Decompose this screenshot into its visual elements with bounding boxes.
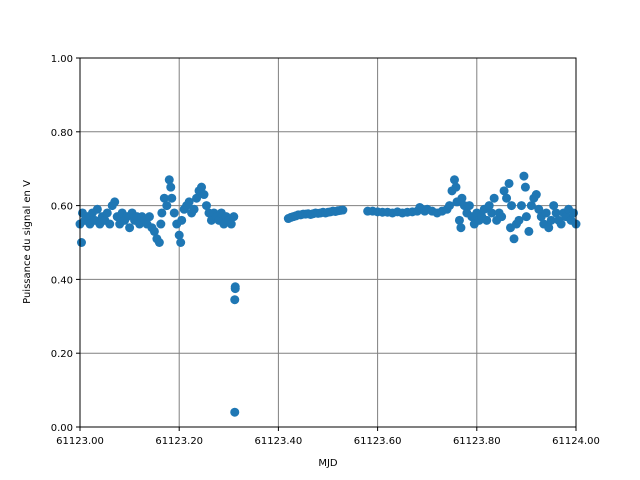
point bbox=[534, 204, 544, 214]
point bbox=[125, 223, 135, 233]
point bbox=[154, 238, 164, 247]
point bbox=[110, 197, 120, 207]
point bbox=[507, 201, 517, 211]
x-tick-label: 61123.80 bbox=[453, 436, 501, 447]
point bbox=[449, 175, 459, 185]
point bbox=[197, 182, 207, 192]
x-axis-label: MJD bbox=[318, 458, 338, 469]
point bbox=[526, 201, 536, 211]
point bbox=[226, 219, 236, 229]
x-tick-label: 61123.60 bbox=[354, 436, 402, 447]
x-tick-label: 61123.00 bbox=[56, 436, 104, 447]
point bbox=[230, 284, 240, 294]
point bbox=[201, 201, 211, 211]
point bbox=[569, 208, 579, 218]
point bbox=[551, 208, 561, 218]
point bbox=[457, 193, 467, 203]
point bbox=[76, 238, 86, 247]
y-axis-label: Puissance du signal en V bbox=[22, 180, 33, 304]
point bbox=[174, 230, 184, 240]
point bbox=[105, 219, 115, 229]
point bbox=[544, 223, 554, 233]
point bbox=[531, 190, 541, 200]
point bbox=[149, 226, 159, 236]
point bbox=[230, 295, 240, 305]
y-tick-label: 0.00 bbox=[51, 423, 73, 434]
point bbox=[520, 182, 530, 192]
point bbox=[456, 223, 466, 233]
point bbox=[521, 212, 531, 222]
plot-frame bbox=[79, 57, 577, 428]
point bbox=[487, 208, 497, 218]
point bbox=[516, 201, 526, 211]
point bbox=[102, 208, 112, 218]
point bbox=[509, 234, 519, 244]
point bbox=[176, 238, 186, 247]
point bbox=[514, 215, 524, 225]
point bbox=[454, 215, 464, 225]
point bbox=[92, 204, 102, 214]
point bbox=[519, 171, 529, 181]
point bbox=[229, 212, 239, 222]
point bbox=[502, 193, 512, 203]
point bbox=[230, 407, 240, 417]
point bbox=[162, 201, 172, 211]
point bbox=[199, 190, 209, 200]
point bbox=[157, 208, 167, 218]
y-tick-label: 1.00 bbox=[51, 54, 73, 65]
y-tick-label: 0.40 bbox=[51, 275, 73, 286]
point bbox=[499, 186, 509, 196]
y-tick-label: 0.20 bbox=[51, 349, 73, 360]
point bbox=[497, 212, 507, 222]
x-tick-label: 61123.40 bbox=[255, 436, 303, 447]
point bbox=[451, 182, 461, 192]
point bbox=[445, 201, 455, 211]
point bbox=[489, 193, 499, 203]
x-tick-label: 61124.00 bbox=[552, 436, 600, 447]
point bbox=[156, 219, 166, 229]
point bbox=[166, 182, 176, 192]
point bbox=[338, 205, 348, 215]
point bbox=[546, 215, 556, 225]
point bbox=[482, 215, 492, 225]
point bbox=[189, 204, 199, 214]
point bbox=[169, 208, 179, 218]
point bbox=[541, 208, 551, 218]
x-tick-label: 61123.20 bbox=[155, 436, 203, 447]
point bbox=[167, 193, 177, 203]
point bbox=[504, 178, 514, 188]
y-tick-label: 0.80 bbox=[51, 128, 73, 139]
point bbox=[524, 226, 534, 236]
point bbox=[549, 201, 559, 211]
point bbox=[144, 212, 154, 222]
point bbox=[464, 201, 474, 211]
point bbox=[484, 201, 494, 211]
point bbox=[159, 193, 169, 203]
y-tick-label: 0.60 bbox=[51, 202, 73, 213]
point bbox=[177, 215, 187, 225]
point bbox=[192, 193, 202, 203]
point bbox=[164, 175, 174, 185]
point bbox=[556, 219, 566, 229]
point bbox=[184, 197, 194, 207]
